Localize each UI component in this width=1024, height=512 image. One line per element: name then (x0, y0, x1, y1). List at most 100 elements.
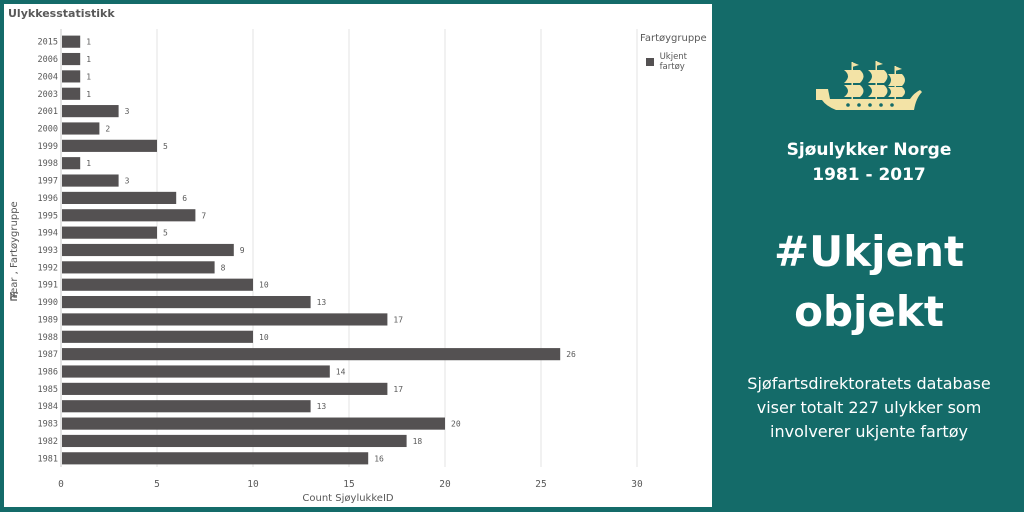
bar[interactable] (62, 157, 81, 170)
data-label: 6 (182, 194, 187, 203)
legend-title: Fartøygruppe (640, 33, 707, 44)
data-label: 26 (566, 350, 576, 359)
bar[interactable] (62, 313, 388, 326)
y-tick-label: 1988 (38, 333, 58, 343)
bar[interactable] (62, 296, 311, 309)
bar[interactable] (62, 348, 561, 361)
legend-label: Ukjent fartøy (659, 52, 688, 72)
y-tick-label: 1987 (38, 350, 58, 360)
y-tick-label: 1994 (38, 229, 58, 239)
y-tick-label: 2015 (38, 38, 58, 48)
bar[interactable] (62, 35, 81, 48)
bar[interactable] (62, 243, 234, 257)
data-label: 13 (317, 402, 327, 411)
data-label: 17 (393, 315, 403, 324)
legend-item[interactable]: Ukjent fartøy (646, 52, 712, 72)
legend-swatch (646, 58, 654, 66)
data-label: 13 (317, 298, 327, 307)
y-tick-label: 2004 (38, 72, 58, 82)
bar[interactable] (62, 174, 119, 187)
bar[interactable] (62, 226, 157, 239)
y-tick-label: 1990 (38, 298, 58, 308)
y-tick-label: 2001 (38, 107, 58, 117)
bar[interactable] (62, 139, 157, 152)
brand-title: Sjøulykker Norge (786, 140, 952, 160)
y-tick-label: 1993 (38, 246, 58, 256)
data-label: 2 (105, 124, 110, 133)
y-tick-label: 1999 (38, 142, 58, 152)
y-tick-label: 1997 (38, 177, 58, 187)
data-label: 3 (125, 177, 130, 186)
x-tick-label: 0 (58, 479, 64, 490)
data-label: 1 (86, 72, 91, 81)
hashtag-line-1: #Ukjent (773, 227, 965, 276)
data-label: 3 (125, 107, 130, 116)
data-label: 8 (221, 263, 226, 272)
bar[interactable] (62, 365, 330, 378)
bar[interactable] (62, 261, 215, 274)
data-label: 10 (259, 281, 269, 290)
y-tick-label: 1981 (38, 454, 58, 464)
bar[interactable] (62, 70, 81, 83)
bar[interactable] (62, 417, 445, 430)
x-tick-label: 10 (247, 479, 259, 490)
bar[interactable] (62, 105, 119, 118)
data-label: 16 (374, 454, 384, 463)
data-label: 14 (336, 368, 346, 377)
panel-title: Ulykkesstatistikk (8, 7, 115, 20)
data-label: 1 (86, 159, 91, 168)
bar[interactable] (62, 191, 177, 204)
y-tick-label: 2006 (38, 55, 58, 65)
bar[interactable] (62, 330, 253, 343)
hashtag-line-2: objekt (794, 287, 944, 336)
y-tick-label: 1992 (38, 263, 58, 273)
y-tick-label: 1982 (38, 437, 58, 447)
x-axis-title: Count SjøylukkeID (302, 493, 393, 504)
y-tick-label: 1995 (38, 211, 58, 221)
y-tick-label: 1984 (38, 402, 58, 412)
bar[interactable] (62, 452, 369, 465)
data-label: 20 (451, 420, 461, 429)
y-tick-label: 1985 (38, 385, 58, 395)
info-panel: Sjøulykker Norge 1981 - 2017 #Ukjent obj… (714, 0, 1024, 512)
y-tick-label: 2000 (38, 124, 58, 134)
x-tick-label: 25 (535, 479, 546, 490)
data-label: 5 (163, 229, 168, 238)
bar[interactable] (62, 209, 196, 222)
bar[interactable] (62, 87, 81, 100)
x-tick-label: 20 (439, 479, 451, 490)
y-tick-label: 1986 (38, 368, 58, 378)
bar[interactable] (62, 434, 407, 448)
brand-years: 1981 - 2017 (812, 165, 926, 185)
svg-text:Year , Fartøygruppe: Year , Fartøygruppe (9, 201, 20, 299)
data-label: 7 (201, 211, 206, 220)
bar[interactable] (62, 52, 81, 66)
data-label: 10 (259, 333, 269, 342)
data-label: 1 (86, 38, 91, 47)
x-tick-label: 30 (631, 479, 643, 490)
data-label: 9 (240, 246, 245, 255)
y-axis-icon (10, 292, 18, 301)
data-label: 18 (413, 437, 423, 446)
x-tick-label: 15 (343, 479, 354, 490)
x-tick-label: 5 (154, 479, 160, 490)
bar[interactable] (62, 400, 311, 413)
bar[interactable] (62, 382, 388, 395)
y-tick-label: 2003 (38, 90, 58, 100)
data-label: 17 (393, 385, 403, 394)
data-label: 1 (86, 90, 91, 99)
description-text: Sjøfartsdirektoratets database viser tot… (747, 374, 991, 441)
chart-panel: Ulykkesstatistikk 0 5 10 15 20 25 30 2015 1 2006 1… (4, 4, 712, 507)
data-label: 5 (163, 142, 168, 151)
y-tick-label: 1996 (38, 194, 58, 204)
y-tick-label: 1998 (38, 159, 58, 169)
data-label: 1 (86, 55, 91, 64)
hashtag-heading: #Ukjent objekt (714, 222, 1024, 342)
y-tick-label: 1991 (38, 281, 58, 291)
ship-icon (816, 61, 922, 110)
y-axis-title: Year , Fartøygruppe (9, 201, 20, 299)
bar[interactable] (62, 278, 253, 291)
bar[interactable] (62, 122, 100, 135)
y-tick-label: 1983 (38, 420, 58, 430)
